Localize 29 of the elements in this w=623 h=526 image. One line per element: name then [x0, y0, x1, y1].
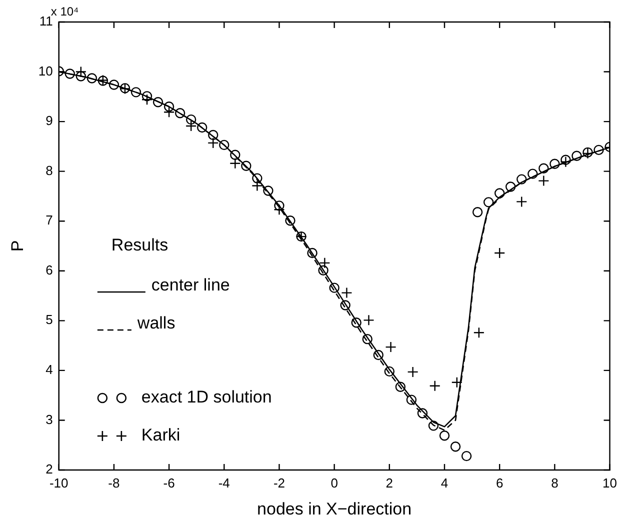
y-tick-label: 10 — [38, 63, 53, 78]
legend-label: center line — [151, 276, 230, 295]
y-tick-label: 4 — [46, 362, 53, 378]
x-tick-label: 10 — [602, 475, 618, 490]
y-tick-label: 6 — [46, 262, 53, 278]
x-tick-label: -2 — [273, 475, 286, 490]
x-tick-label: 2 — [386, 475, 394, 490]
x-tick-label: -4 — [218, 475, 230, 490]
y-tick-label: 9 — [46, 113, 53, 128]
y-tick-label: 7 — [46, 212, 53, 228]
x-axis-title: nodes in X−direction — [257, 499, 412, 518]
y-tick-label: 8 — [46, 162, 53, 178]
x-tick-label: -10 — [49, 475, 68, 490]
x-tick-label: 0 — [330, 475, 338, 490]
y-tick-label: 5 — [46, 312, 53, 328]
y-tick-label: 11 — [39, 14, 53, 29]
legend-title: Results — [111, 236, 168, 255]
legend-label: Karki — [141, 426, 180, 445]
y-tick-label: 3 — [46, 412, 53, 427]
x-tick-label: -6 — [163, 475, 175, 490]
y-axis-title: P — [8, 240, 27, 252]
legend-label: walls — [136, 314, 176, 333]
x-tick-label: 8 — [551, 475, 558, 490]
y-tick-label: 2 — [46, 462, 53, 477]
legend-label: exact 1D solution — [141, 388, 272, 407]
x-tick-label: 4 — [440, 475, 448, 490]
x-tick-label: 6 — [496, 475, 504, 490]
x-tick-label: -8 — [108, 475, 120, 490]
text: x 10⁴ — [50, 4, 79, 18]
